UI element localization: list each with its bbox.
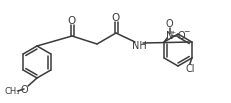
Text: Cl: Cl (185, 64, 195, 74)
Text: O: O (112, 12, 120, 22)
Text: O: O (21, 85, 28, 95)
Text: CH₃: CH₃ (4, 87, 20, 95)
Text: O: O (166, 19, 173, 29)
Text: N: N (166, 31, 173, 41)
Text: O: O (68, 15, 76, 26)
Text: +: + (170, 29, 176, 35)
Text: −: − (183, 28, 189, 36)
Text: O: O (178, 31, 185, 41)
Text: NH: NH (132, 41, 146, 51)
